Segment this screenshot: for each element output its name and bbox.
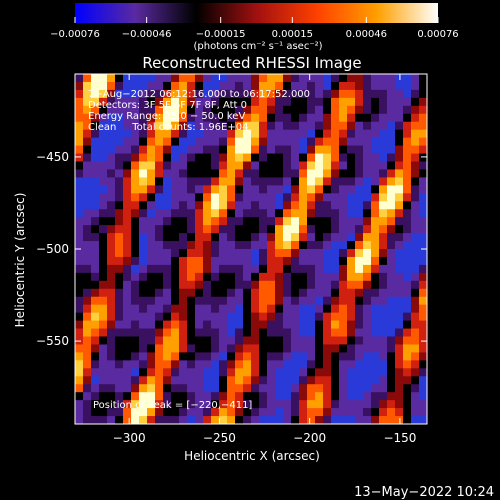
x-tick-label: −250 (203, 431, 236, 445)
peak-position-label: Position of Peak = [−220,−411] (93, 400, 252, 411)
timestamp: 13−May−2022 10:24 (354, 485, 494, 500)
colorbar-unit-label: (photons cm⁻² s⁻¹ asec⁻²) (193, 41, 322, 52)
annotation-time: 7−Aug−2012 06:12:16.000 to 06:17:52.000 (88, 89, 310, 100)
x-tick-label: −300 (113, 431, 146, 445)
colorbar-tick-label: −0.00076 (50, 29, 100, 40)
colorbar-tick-label: −0.00046 (122, 29, 172, 40)
x-tick-label: −200 (293, 431, 326, 445)
y-tick-label: −450 (36, 150, 69, 164)
image-area (75, 74, 427, 424)
annotation-clean: Clean Total counts: 1.96E+04 (88, 122, 248, 133)
y-tick-label: −500 (36, 242, 69, 256)
x-tick-label: −150 (383, 431, 416, 445)
annotation-detectors: Detectors: 3F 5F 6F 7F 8F, Att 0 (88, 100, 247, 111)
colorbar-tick-label: −0.00015 (196, 29, 246, 40)
y-axis-label: Heliocentric Y (arcsec) (13, 193, 27, 328)
colorbar-tick-label: 0.00046 (346, 29, 387, 40)
chart-title: Reconstructed RHESSI Image (142, 54, 361, 72)
colorbar-tick-label: 0.00015 (272, 29, 313, 40)
axis-ticks: −300 −250 −200 −150 −450 −500 −550 (36, 74, 427, 445)
annotations: 7−Aug−2012 06:12:16.000 to 06:17:52.000 … (88, 89, 310, 133)
colorbar (75, 3, 438, 23)
colorbar-ticks: −0.00076 −0.00046 −0.00015 0.00015 0.00046 0.… (50, 17, 459, 40)
colorbar-tick-label: 0.00076 (417, 29, 458, 40)
y-tick-label: −550 (36, 334, 69, 348)
x-axis-label: Heliocentric X (arcsec) (184, 449, 320, 463)
annotation-energy: Energy Range: 25.0 − 50.0 keV (88, 111, 245, 122)
